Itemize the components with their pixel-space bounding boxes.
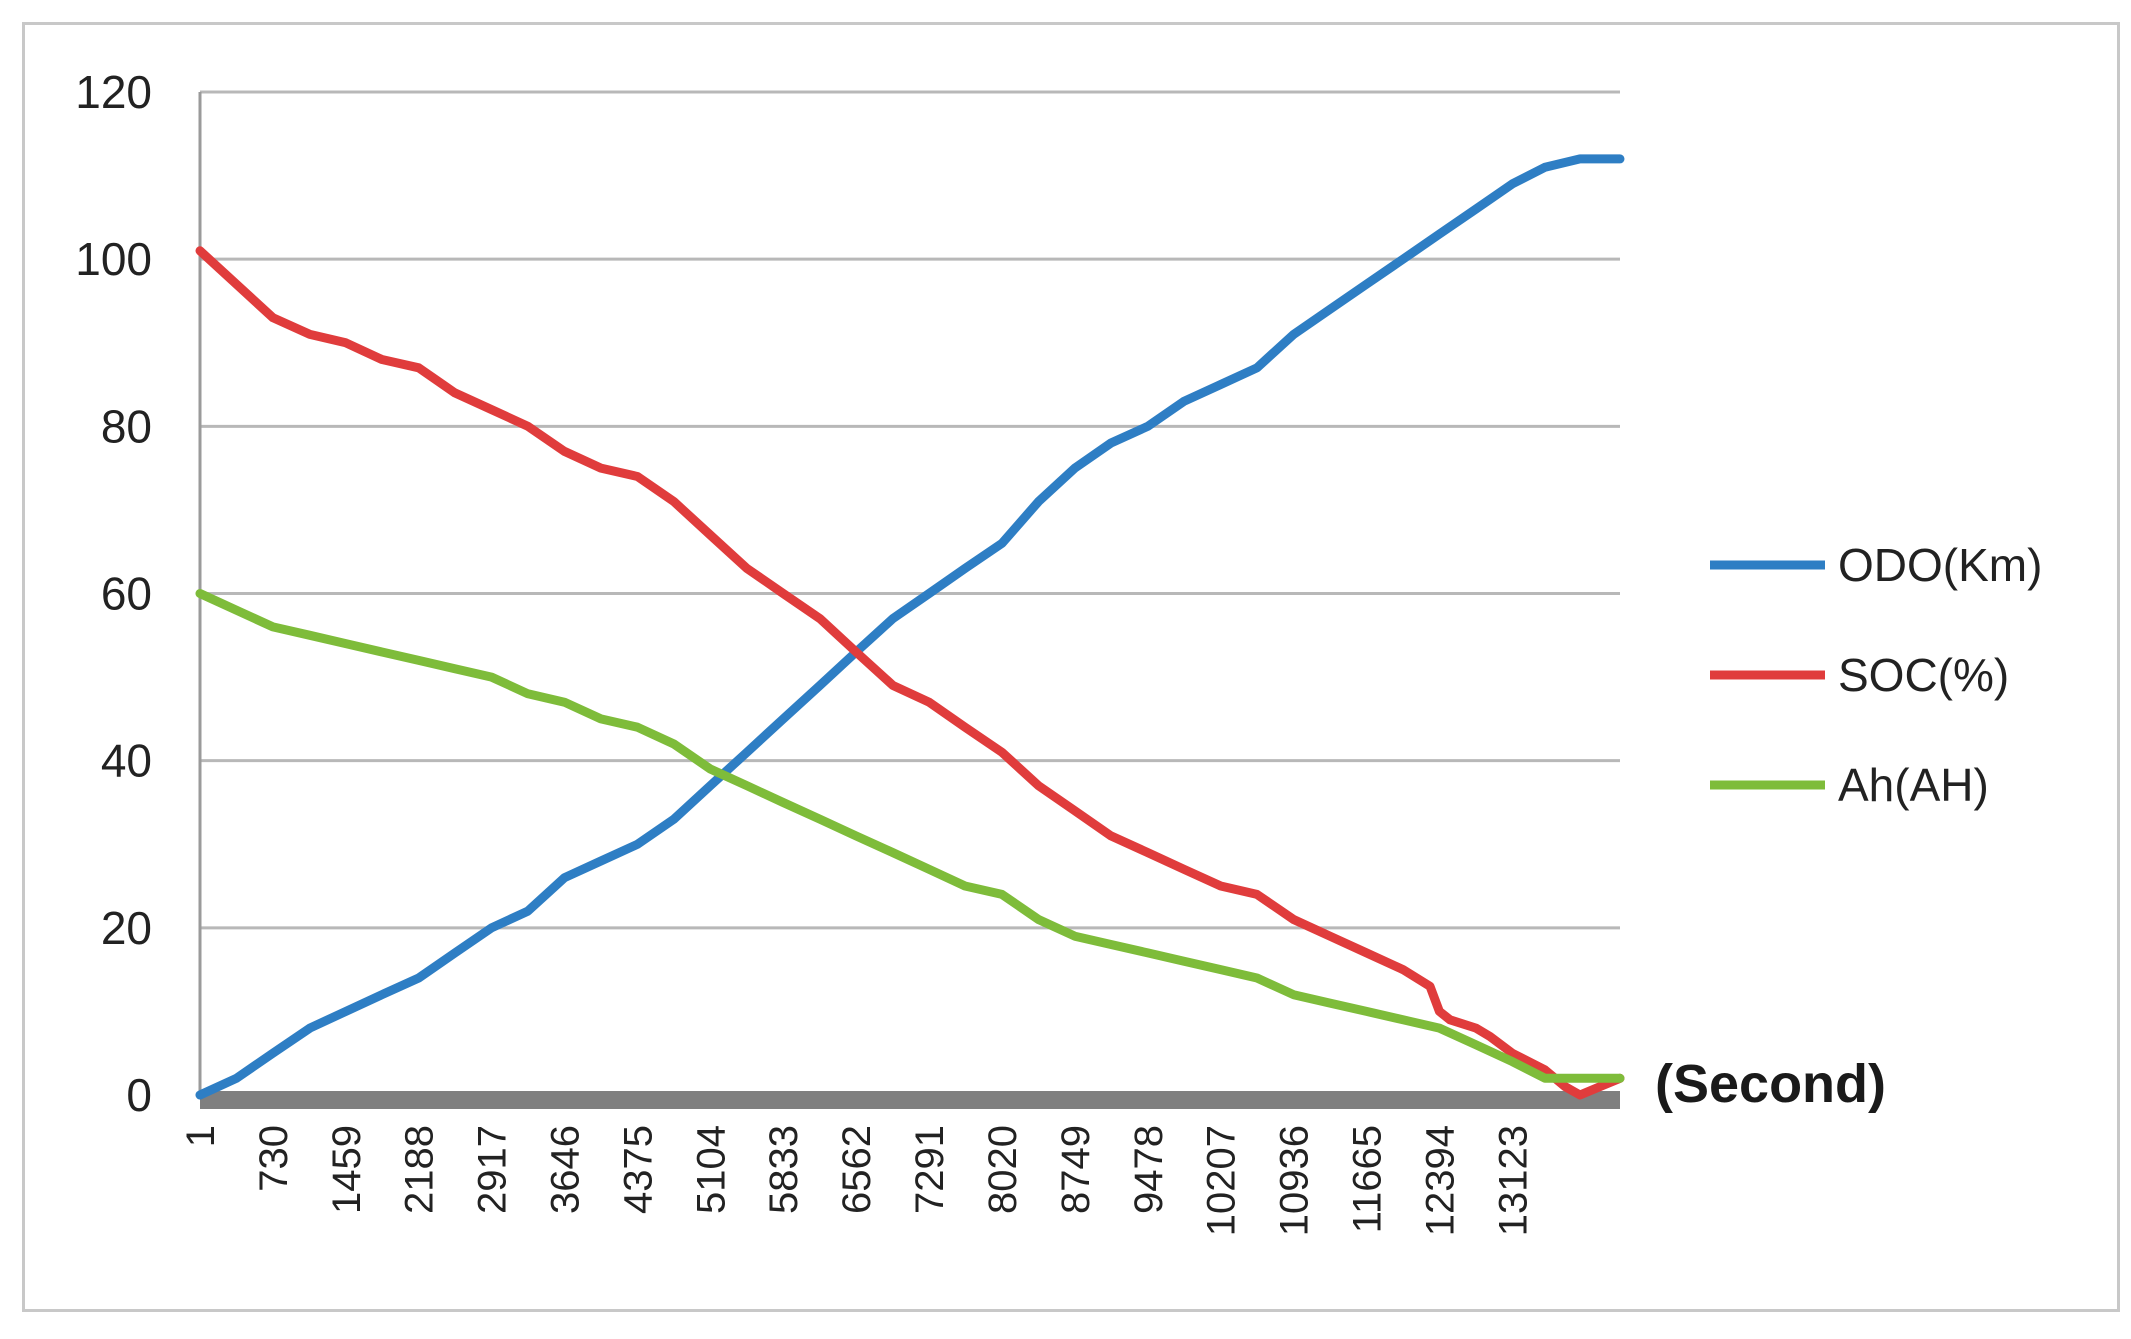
x-tick-label: 5104	[689, 1125, 733, 1214]
legend-label-0: ODO(Km)	[1838, 539, 2042, 591]
y-tick-labels: 0 20 40 60 80 100 120	[75, 66, 152, 1121]
x-tick-label: 7291	[908, 1125, 952, 1214]
x-tick-label: 10936	[1273, 1125, 1317, 1236]
x-tick-labels: 1 730 1459 2188 2917 3646 4375 5104 5833 6562 7291…	[179, 1125, 1535, 1236]
series-line-2	[195, 589, 1625, 1083]
x-tick-label: 5833	[762, 1125, 806, 1214]
y-tick-label: 0	[126, 1069, 152, 1121]
x-tick-label: 13123	[1491, 1125, 1535, 1236]
y-tick-label: 40	[101, 735, 152, 787]
legend-label-1: SOC(%)	[1838, 649, 2009, 701]
x-tick-label: 2917	[471, 1125, 515, 1214]
y-tick-label: 120	[75, 66, 152, 118]
x-tick-label: 8020	[981, 1125, 1025, 1214]
x-tick-label: 1459	[325, 1125, 369, 1214]
y-tick-label: 20	[101, 902, 152, 954]
series-line-0	[195, 154, 1625, 1100]
legend-label-2: Ah(AH)	[1838, 759, 1989, 811]
y-tick-label: 60	[101, 568, 152, 620]
series-lines	[195, 154, 1625, 1100]
x-tick-label: 6562	[835, 1125, 879, 1214]
x-tick-label: 10207	[1200, 1125, 1244, 1236]
x-axis-label: (Second)	[1655, 1054, 1886, 1114]
y-tick-label: 100	[75, 233, 152, 285]
x-tick-label: 11665	[1345, 1125, 1389, 1233]
x-tick-label: 730	[252, 1125, 296, 1192]
x-tick-label: 9478	[1127, 1125, 1171, 1214]
x-tick-label: 4375	[616, 1125, 660, 1214]
x-tick-label: 3646	[544, 1125, 588, 1214]
series-line-1	[195, 246, 1625, 1100]
x-tick-label: 2188	[398, 1125, 442, 1214]
legend: ODO(Km) SOC(%) Ah(AH)	[1710, 539, 2042, 811]
y-tick-label: 80	[101, 400, 152, 452]
x-tick-label: 8749	[1054, 1125, 1098, 1214]
grid-lines	[200, 90, 1620, 930]
x-tick-label: 1	[179, 1125, 223, 1147]
x-axis-bar	[200, 1091, 1620, 1109]
x-tick-label: 12394	[1418, 1125, 1462, 1236]
